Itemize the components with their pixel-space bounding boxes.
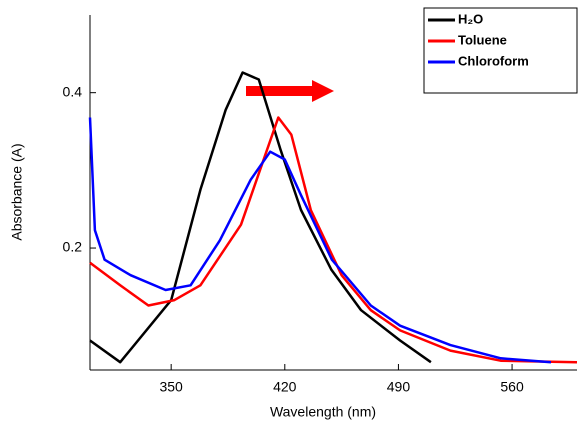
data-line <box>88 117 552 364</box>
y-tick-label: 0.2 <box>63 239 83 255</box>
data-line <box>89 71 432 364</box>
x-tick-label: 420 <box>273 379 297 395</box>
legend-label: H₂O <box>458 11 483 26</box>
legend-label: Toluene <box>458 32 507 47</box>
legend-box <box>423 7 578 94</box>
x-tick-label: 350 <box>159 379 183 395</box>
x-tick-label: 490 <box>387 379 411 395</box>
shift-arrow <box>246 80 334 102</box>
x-axis-label: Wavelength (nm) <box>270 404 376 420</box>
legend-label: Chloroform <box>458 53 529 68</box>
x-tick-label: 560 <box>500 379 524 395</box>
y-axis-label: Absorbance (A) <box>9 143 25 240</box>
data-line <box>89 116 578 364</box>
y-tick-label: 0.4 <box>63 83 83 99</box>
